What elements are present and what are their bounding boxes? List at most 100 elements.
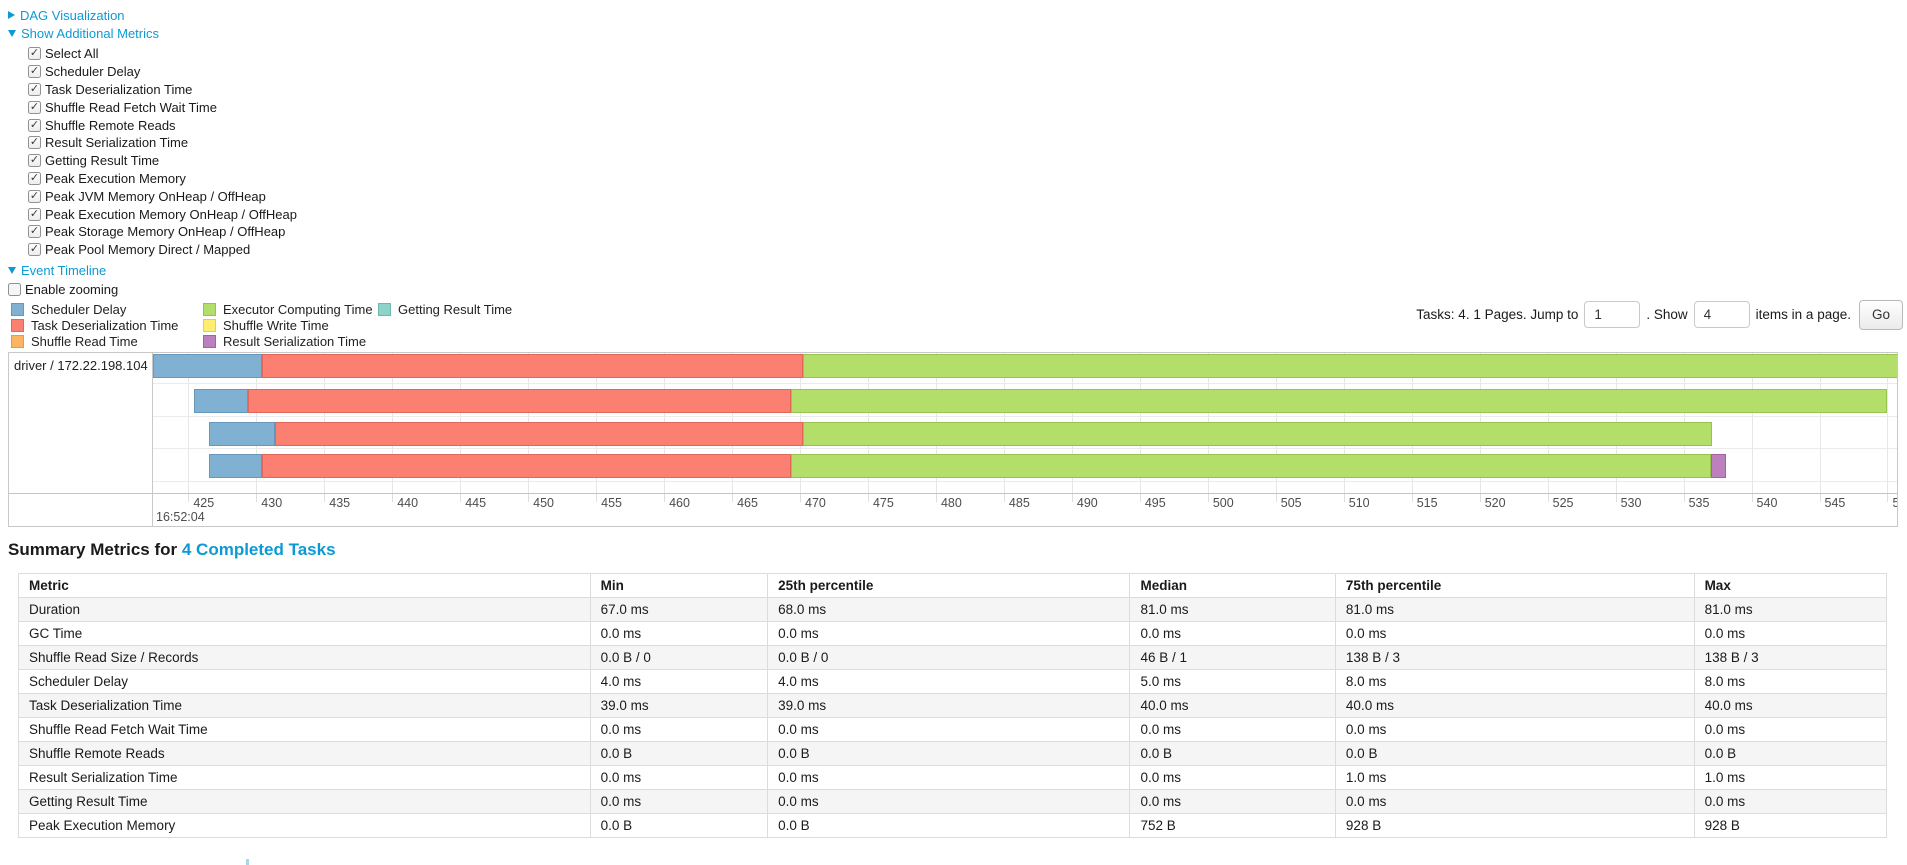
metric-checkbox-checked[interactable]: ✓ — [28, 189, 41, 203]
metric-checkbox-row[interactable]: ✓ Peak Pool Memory Direct / Mapped — [28, 241, 297, 259]
metric-name-cell: GC Time — [18, 621, 591, 646]
legend-item: Getting Result Time — [378, 302, 512, 318]
axis-tick-mark — [1139, 494, 1141, 502]
axis-tick-mark — [392, 494, 394, 502]
timeline-legend: Scheduler Delay Task Deserialization Time… — [11, 302, 512, 349]
metric-name-cell: Duration — [18, 597, 591, 622]
axis-tick-label: 515 — [1416, 496, 1438, 510]
axis-tick-mark — [1615, 494, 1617, 502]
executor-computing-time-swatch-icon — [203, 303, 216, 317]
items-in-page-text: items in a page. — [1755, 307, 1851, 322]
metric-value-cell: 0.0 ms — [1693, 717, 1888, 742]
task-row-separator — [153, 416, 1897, 417]
enable-zooming-row[interactable]: Enable zooming — [8, 281, 118, 299]
show-additional-metrics-toggle[interactable]: Show Additional Metrics — [8, 25, 159, 41]
axis-tick-label: 460 — [669, 496, 690, 510]
metric-value-cell: 138 B / 3 — [1334, 645, 1695, 670]
task-bar-task-deserialization-time — [261, 354, 803, 378]
axis-tick-label: 485 — [1008, 496, 1030, 510]
axis-tick-mark — [596, 494, 598, 502]
table-row: Getting Result Time 0.0 ms 0.0 ms 0.0 ms 0.0… — [18, 789, 1888, 814]
metric-checkbox-row[interactable]: ✓ Peak Execution Memory OnHeap / OffHeap — [28, 205, 297, 223]
metric-checkbox-checked[interactable]: ✓ — [28, 82, 41, 96]
table-row: Scheduler Delay 4.0 ms 4.0 ms 5.0 ms 8.0 ms 8… — [18, 669, 1888, 694]
metric-value-cell: 39.0 ms — [589, 693, 769, 718]
metric-value-cell: 0.0 ms — [767, 717, 1131, 742]
clipped-content-fragment — [246, 859, 249, 865]
metric-checkbox-row[interactable]: ✓ Peak Execution Memory — [28, 170, 297, 188]
metric-value-cell: 4.0 ms — [767, 669, 1131, 694]
metric-name-cell: Shuffle Read Fetch Wait Time — [18, 717, 591, 742]
event-timeline-toggle[interactable]: Event Timeline — [8, 262, 106, 278]
axis-tick-label: 465 — [737, 496, 758, 510]
metric-checkbox-checked[interactable]: ✓ — [28, 118, 41, 132]
task-row-separator — [153, 383, 1897, 384]
legend-column: Executor Computing Time Shuffle Write Tim… — [203, 302, 378, 349]
dag-visualization-toggle[interactable]: DAG Visualization — [8, 7, 125, 23]
legend-label: Result Serialization Time — [223, 333, 367, 349]
show-additional-metrics-link[interactable]: Show Additional Metrics — [21, 25, 160, 41]
task-row-separator — [153, 481, 1897, 482]
axis-tick-label: 510 — [1348, 496, 1370, 510]
axis-tick-mark — [528, 494, 530, 502]
completed-tasks-link[interactable]: 4 Completed Tasks — [181, 540, 336, 559]
event-timeline-link[interactable]: Event Timeline — [21, 262, 107, 278]
legend-item: Executor Computing Time — [203, 302, 378, 318]
axis-tick-label: 490 — [1076, 496, 1098, 510]
metric-value-cell: 0.0 B — [767, 813, 1131, 838]
metric-checkbox-row[interactable]: ✓ Shuffle Remote Reads — [28, 116, 297, 134]
metric-checkbox-checked[interactable]: ✓ — [28, 243, 41, 257]
legend-label: Shuffle Write Time — [223, 318, 329, 334]
metric-value-cell: 752 B — [1129, 813, 1336, 838]
axis-tick-mark — [460, 494, 462, 502]
metric-value-cell: 0.0 B — [767, 741, 1131, 766]
task-bar-scheduler-delay — [208, 454, 262, 478]
metric-checkbox-row[interactable]: ✓ Result Serialization Time — [28, 134, 297, 152]
metric-checkbox-label: Result Serialization Time — [45, 135, 189, 151]
metric-checkbox-checked[interactable]: ✓ — [28, 225, 41, 239]
metric-checkbox-checked[interactable]: ✓ — [28, 136, 41, 150]
metric-checkbox-checked[interactable]: ✓ — [28, 100, 41, 114]
axis-tick-label: 455 — [601, 496, 622, 510]
task-deserialization-time-swatch-icon — [11, 319, 24, 333]
axis-gridline — [1887, 353, 1889, 493]
task-bar-task-deserialization-time — [248, 389, 791, 413]
dag-visualization-link[interactable]: DAG Visualization — [20, 7, 125, 23]
collapsed-arrow-icon — [8, 11, 15, 19]
metric-checkbox-row[interactable]: ✓ Peak Storage Memory OnHeap / OffHeap — [28, 223, 297, 241]
metric-value-cell: 0.0 ms — [1129, 717, 1336, 742]
task-bar-task-deserialization-time — [275, 422, 803, 446]
axis-major-time-label: 16:52:04 — [156, 510, 205, 524]
metric-checkbox-checked[interactable]: ✓ — [28, 171, 41, 185]
metric-checkbox-checked[interactable]: ✓ — [28, 47, 41, 61]
metric-checkbox-row[interactable]: ✓ Select All — [28, 45, 297, 63]
metric-checkbox-checked[interactable]: ✓ — [28, 207, 41, 221]
table-row: Duration 67.0 ms 68.0 ms 81.0 ms 81.0 ms 81.0… — [18, 597, 1888, 622]
legend-item: Result Serialization Time — [203, 334, 378, 350]
metric-checkbox-row[interactable]: ✓ Scheduler Delay — [28, 63, 297, 81]
legend-label: Getting Result Time — [398, 302, 513, 318]
metric-checkbox-label: Scheduler Delay — [45, 64, 141, 80]
go-button[interactable]: Go — [1858, 299, 1903, 330]
metric-checkbox-checked[interactable]: ✓ — [28, 65, 41, 79]
metric-value-cell: 39.0 ms — [767, 693, 1131, 718]
task-bar-executor-computing-time — [802, 354, 1897, 378]
metric-checkbox-checked[interactable]: ✓ — [28, 154, 41, 168]
metric-checkbox-row[interactable]: ✓ Peak JVM Memory OnHeap / OffHeap — [28, 187, 297, 205]
metric-checkbox-row[interactable]: ✓ Shuffle Read Fetch Wait Time — [28, 98, 297, 116]
metric-checkbox-label: Peak Execution Memory OnHeap / OffHeap — [45, 206, 297, 222]
task-row-separator — [153, 448, 1897, 449]
metric-checkbox-row[interactable]: ✓ Getting Result Time — [28, 152, 297, 170]
tasks-count-text: Tasks: 4. 1 Pages. Jump to — [1416, 307, 1579, 322]
axis-tick-mark — [1207, 494, 1209, 502]
metric-checkbox-row[interactable]: ✓ Task Deserialization Time — [28, 81, 297, 99]
table-column-header: 25th percentile — [767, 573, 1131, 598]
enable-zooming-checkbox[interactable] — [8, 283, 21, 297]
shuffle-read-time-swatch-icon — [11, 334, 24, 348]
metric-value-cell: 0.0 B / 0 — [589, 645, 769, 670]
metric-value-cell: 1.0 ms — [1693, 765, 1888, 790]
metric-name-cell: Task Deserialization Time — [18, 693, 591, 718]
axis-tick-label: 540 — [1756, 496, 1778, 510]
items-per-page-input[interactable] — [1693, 301, 1750, 328]
jump-to-page-input[interactable] — [1584, 301, 1641, 328]
